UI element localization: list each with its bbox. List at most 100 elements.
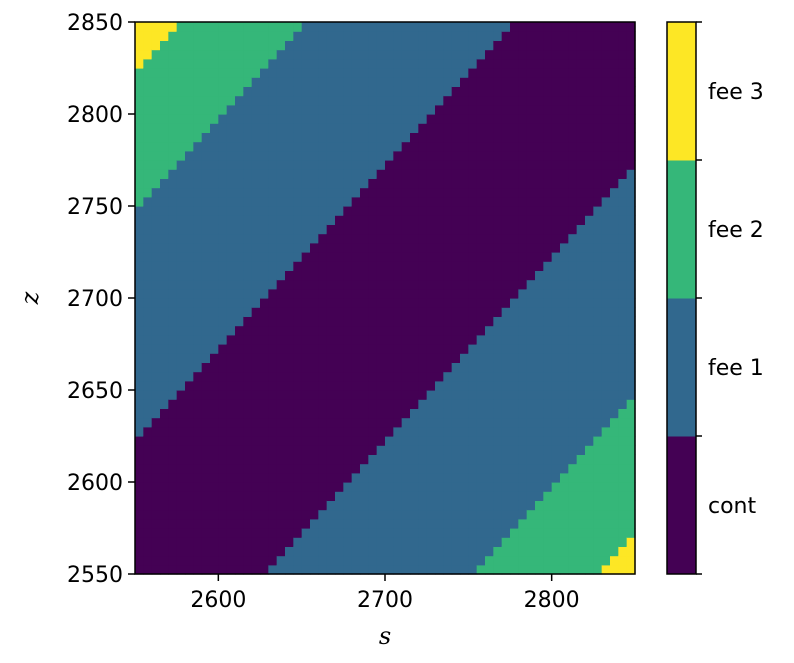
heatmap-cell xyxy=(201,380,211,391)
heatmap-cell xyxy=(276,307,286,317)
heatmap-cell xyxy=(293,537,303,547)
heatmap-cell xyxy=(285,22,294,32)
heatmap-cell xyxy=(518,123,528,133)
heatmap-cell xyxy=(510,178,519,189)
heatmap-cell xyxy=(160,500,169,511)
heatmap-cell xyxy=(451,564,461,575)
heatmap-cell xyxy=(401,68,411,78)
heatmap-cell xyxy=(251,555,261,566)
heatmap-cell xyxy=(493,408,503,419)
heatmap-cell xyxy=(385,86,394,97)
heatmap-cell xyxy=(385,298,394,308)
heatmap-cell xyxy=(351,564,361,575)
heatmap-cell xyxy=(243,178,253,189)
heatmap-cell xyxy=(201,68,211,78)
heatmap-cell xyxy=(493,399,503,409)
heatmap-cell xyxy=(251,509,261,520)
heatmap-cell xyxy=(543,371,553,382)
heatmap-cell xyxy=(576,463,586,474)
heatmap-cell xyxy=(610,353,619,363)
heatmap-cell xyxy=(168,344,178,354)
heatmap-cell xyxy=(451,104,461,115)
heatmap-cell xyxy=(218,261,228,271)
heatmap-cell xyxy=(226,233,236,244)
heatmap-cell xyxy=(193,537,203,547)
heatmap-cell xyxy=(360,491,369,501)
heatmap-cell xyxy=(185,555,194,566)
heatmap-cell xyxy=(260,279,269,290)
heatmap-cell xyxy=(501,196,511,207)
heatmap-cell xyxy=(510,95,519,106)
heatmap-cell xyxy=(518,242,528,253)
heatmap-cell xyxy=(376,546,386,557)
heatmap-cell xyxy=(526,114,536,124)
heatmap-cell xyxy=(160,215,169,225)
heatmap-cell xyxy=(568,252,578,262)
heatmap-cell xyxy=(426,288,436,299)
heatmap-cell xyxy=(160,288,169,299)
heatmap-cell xyxy=(510,316,519,327)
heatmap-cell xyxy=(226,114,236,124)
heatmap-cell xyxy=(176,224,186,235)
heatmap-cell xyxy=(618,160,628,170)
heatmap-cell xyxy=(268,40,278,51)
heatmap-cell xyxy=(251,518,261,529)
heatmap-cell xyxy=(285,279,294,290)
heatmap-cell xyxy=(535,242,544,253)
heatmap-cell xyxy=(210,537,219,547)
heatmap-cell xyxy=(293,288,303,299)
heatmap-cell xyxy=(610,261,619,271)
heatmap-cell xyxy=(251,371,261,382)
heatmap-cell xyxy=(360,288,369,299)
heatmap-cell xyxy=(393,150,403,161)
heatmap-cell xyxy=(560,390,569,400)
heatmap-cell xyxy=(601,307,611,317)
heatmap-cell xyxy=(601,546,611,557)
heatmap-cell xyxy=(135,261,144,271)
heatmap-cell xyxy=(568,307,578,317)
heatmap-cell xyxy=(385,95,394,106)
heatmap-cell xyxy=(418,40,428,51)
heatmap-cell xyxy=(343,270,353,281)
heatmap-cell xyxy=(476,417,486,428)
heatmap-cell xyxy=(626,371,636,382)
heatmap-cell xyxy=(318,206,328,216)
heatmap-cell xyxy=(243,160,253,170)
heatmap-cell xyxy=(335,518,344,529)
heatmap-cell xyxy=(326,546,336,557)
heatmap-cell xyxy=(260,224,269,235)
heatmap-cell xyxy=(526,325,536,336)
heatmap-cell xyxy=(268,564,278,575)
heatmap-cell xyxy=(493,233,503,244)
heatmap-cell xyxy=(476,141,486,152)
heatmap-cell xyxy=(135,445,144,455)
heatmap-cell xyxy=(260,399,269,409)
heatmap-cell xyxy=(410,68,419,78)
heatmap-cell xyxy=(251,298,261,308)
heatmap-cell xyxy=(526,77,536,87)
heatmap-cell xyxy=(151,279,161,290)
heatmap-cell xyxy=(535,445,544,455)
heatmap-cell xyxy=(151,252,161,262)
heatmap-cell xyxy=(601,436,611,446)
heatmap-cell xyxy=(576,196,586,207)
heatmap-cell xyxy=(551,380,561,391)
heatmap-cell xyxy=(251,233,261,244)
heatmap-cell xyxy=(293,261,303,271)
heatmap-cell xyxy=(326,408,336,419)
heatmap-cell xyxy=(301,362,311,373)
heatmap-cell xyxy=(310,233,319,244)
heatmap-cell xyxy=(143,252,153,262)
heatmap-cell xyxy=(210,325,219,336)
heatmap-cell xyxy=(626,233,636,244)
heatmap-cell xyxy=(451,408,461,419)
heatmap-cell xyxy=(343,390,353,400)
heatmap-cell xyxy=(393,252,403,262)
y-tick-label: 2600 xyxy=(67,471,123,496)
heatmap-cell xyxy=(626,316,636,327)
heatmap-cell xyxy=(343,399,353,409)
heatmap-cell xyxy=(601,22,611,32)
heatmap-cell xyxy=(143,178,153,189)
heatmap-cell xyxy=(518,380,528,391)
heatmap-cell xyxy=(435,252,444,262)
